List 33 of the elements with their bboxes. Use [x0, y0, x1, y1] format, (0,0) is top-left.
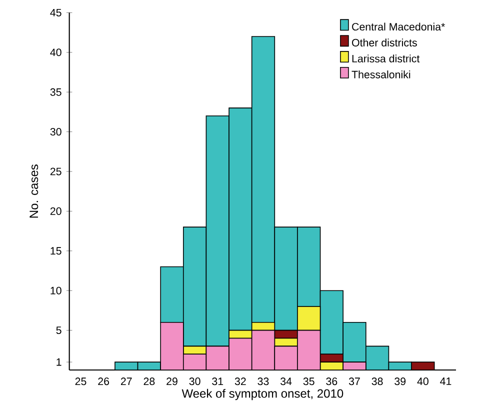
- x-tick-label: 33: [258, 378, 269, 386]
- x-tick-label: 30: [189, 378, 200, 386]
- x-tick-label: 27: [120, 378, 132, 386]
- y-tick-label: 40: [50, 48, 62, 56]
- legend-label: Other districts: [352, 38, 417, 46]
- legend-label: Central Macedonia*: [352, 22, 446, 31]
- y-tick-label: 25: [50, 168, 62, 176]
- x-tick-label: 35: [303, 378, 314, 386]
- x-tick-label: 31: [212, 378, 224, 386]
- y-tick-label: 10: [50, 286, 62, 294]
- x-tick-label: 26: [98, 378, 110, 386]
- y-tick-label: 5: [56, 326, 62, 334]
- x-tick-label: 37: [348, 378, 360, 386]
- y-tick-label: 45: [50, 8, 62, 16]
- y-tick-label: 1: [56, 358, 62, 366]
- x-axis-title: Week of symptom onset, 2010: [182, 388, 344, 400]
- x-tick-label: 32: [234, 378, 246, 386]
- x-tick-label: 25: [75, 378, 86, 386]
- x-tick-label: 39: [394, 378, 406, 386]
- x-tick-label: 28: [144, 378, 155, 386]
- x-tick-label: 34: [280, 378, 292, 386]
- legend-label: Thessaloniki: [352, 70, 410, 78]
- y-axis-title: No. cases: [30, 164, 38, 218]
- y-tick-label: 30: [50, 128, 62, 136]
- legend-label: Larissa district: [352, 54, 420, 62]
- x-tick-label: 29: [166, 378, 178, 386]
- y-tick-label: 20: [50, 207, 62, 215]
- x-tick-label: 38: [372, 378, 383, 386]
- x-tick-label: 40: [417, 378, 428, 386]
- y-tick-label: 35: [50, 88, 62, 96]
- x-tick-label: 36: [326, 378, 338, 386]
- y-tick-label: 15: [50, 247, 62, 255]
- x-tick-label: 41: [440, 378, 452, 385]
